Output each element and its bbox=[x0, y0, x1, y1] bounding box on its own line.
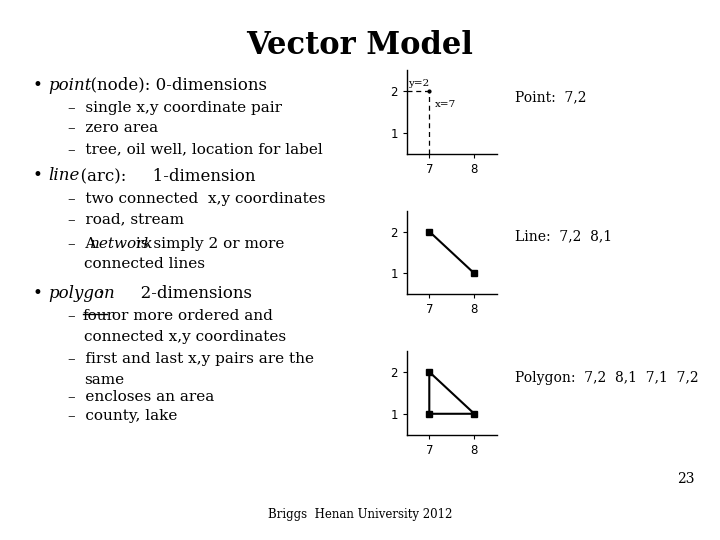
Text: Polygon:  7,2  8,1  7,1  7,2: Polygon: 7,2 8,1 7,1 7,2 bbox=[515, 371, 698, 385]
Text: –: – bbox=[68, 309, 86, 323]
Text: Line:  7,2  8,1: Line: 7,2 8,1 bbox=[515, 229, 612, 243]
Text: connected x,y coordinates: connected x,y coordinates bbox=[84, 330, 287, 344]
Text: y=2: y=2 bbox=[408, 79, 429, 88]
Text: •: • bbox=[32, 77, 42, 93]
Text: network: network bbox=[90, 237, 153, 251]
Text: is simply 2 or more: is simply 2 or more bbox=[131, 237, 284, 251]
Text: Vector Model: Vector Model bbox=[246, 30, 474, 60]
Text: :       2-dimensions: : 2-dimensions bbox=[93, 285, 252, 302]
Text: –  encloses an area: – encloses an area bbox=[68, 390, 215, 404]
Text: –  single x,y coordinate pair: – single x,y coordinate pair bbox=[68, 101, 282, 115]
Text: (node): 0-dimensions: (node): 0-dimensions bbox=[80, 77, 267, 93]
Text: –  zero area: – zero area bbox=[68, 122, 158, 136]
Text: connected lines: connected lines bbox=[84, 257, 205, 271]
Text: 23: 23 bbox=[678, 472, 695, 486]
Text: Briggs  Henan University 2012: Briggs Henan University 2012 bbox=[268, 508, 452, 521]
Text: (arc):     1-dimension: (arc): 1-dimension bbox=[70, 167, 256, 184]
Text: x=7: x=7 bbox=[435, 100, 456, 109]
Text: four: four bbox=[83, 309, 114, 323]
Text: •: • bbox=[32, 285, 42, 302]
Text: point: point bbox=[48, 77, 91, 93]
Text: –  county, lake: – county, lake bbox=[68, 409, 178, 423]
Text: or more ordered and: or more ordered and bbox=[107, 309, 273, 323]
Text: •: • bbox=[32, 167, 42, 184]
Text: line: line bbox=[48, 167, 80, 184]
Text: –  tree, oil well, location for label: – tree, oil well, location for label bbox=[68, 142, 323, 156]
Text: –  two connected  x,y coordinates: – two connected x,y coordinates bbox=[68, 192, 326, 206]
Text: Point:  7,2: Point: 7,2 bbox=[515, 90, 586, 104]
Text: –  road, stream: – road, stream bbox=[68, 212, 184, 226]
Text: polygon: polygon bbox=[48, 285, 115, 302]
Text: same: same bbox=[84, 373, 125, 387]
Text: –  first and last x,y pairs are the: – first and last x,y pairs are the bbox=[68, 352, 315, 366]
Text: –  A: – A bbox=[68, 237, 102, 251]
